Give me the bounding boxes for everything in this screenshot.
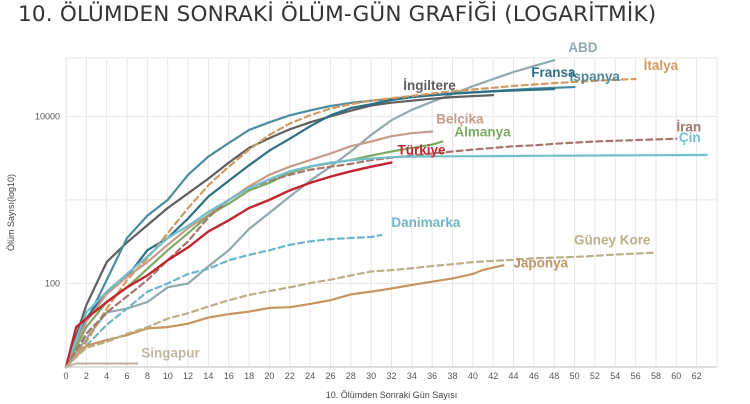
series-label-8: Çin (679, 130, 701, 145)
x-tick-label: 56 (631, 371, 641, 381)
series-label-6: Almanya (454, 125, 511, 140)
x-tick-label: 54 (610, 371, 620, 381)
x-tick-label: 16 (224, 371, 234, 381)
y-tick-label: 10000 (35, 111, 60, 121)
x-tick-label: 42 (488, 371, 498, 381)
y-axis-label: Ölüm Sayısı(log10) (6, 174, 16, 251)
series-lines (64, 59, 708, 369)
x-tick-label: 20 (264, 371, 274, 381)
x-tick-label: 40 (468, 371, 478, 381)
x-tick-label: 44 (509, 371, 519, 381)
x-tick-label: 12 (183, 371, 193, 381)
y-tick-label: 100 (45, 278, 60, 288)
x-tick-label: 18 (244, 371, 254, 381)
x-tick-label: 34 (407, 371, 417, 381)
series-label-3: Fransa (531, 65, 576, 80)
y-tick-labels: 100 10000 (35, 111, 60, 288)
series-line-5 (64, 130, 434, 369)
x-tick-label: 8 (145, 371, 150, 381)
series-line-12 (64, 251, 658, 369)
series-line-4 (64, 77, 637, 369)
x-tick-label: 24 (305, 371, 315, 381)
x-tick-label: 26 (325, 371, 335, 381)
series-line-11 (64, 264, 505, 369)
x-tick-label: 38 (448, 371, 458, 381)
series-line-1 (64, 94, 495, 369)
series-line-3 (64, 87, 556, 369)
x-tick-label: 14 (203, 371, 213, 381)
series-label-10: Danimarka (391, 215, 461, 230)
series-label-0: ABD (568, 40, 597, 55)
series-label-13: Singapur (141, 346, 200, 361)
x-axis-label: 10. Ölümden Sonraki Gün Sayısı (326, 390, 458, 400)
series-line-13 (64, 362, 139, 369)
x-tick-label: 2 (84, 371, 89, 381)
series-line-0 (64, 59, 556, 369)
x-tick-label: 32 (386, 371, 396, 381)
series-label-11: Japonya (513, 255, 568, 270)
series-line-9 (64, 161, 393, 369)
x-tick-label: 58 (651, 371, 661, 381)
x-tick-label: 6 (125, 371, 130, 381)
x-tick-label: 36 (427, 371, 437, 381)
series-label-7: İran (676, 120, 701, 135)
chart-title: 10. ÖLÜMDEN SONRAKİ ÖLÜM-GÜN GRAFİĞİ (LO… (18, 2, 657, 27)
series-label-2: İspanya (570, 69, 621, 84)
series-line-7 (64, 137, 678, 369)
x-tick-label: 0 (63, 371, 68, 381)
series-line-10 (64, 233, 383, 369)
x-tick-label: 4 (104, 371, 109, 381)
x-tick-label: 62 (692, 371, 702, 381)
x-tick-label: 28 (346, 371, 356, 381)
x-tick-label: 52 (590, 371, 600, 381)
x-tick-label: 46 (529, 371, 539, 381)
series-label-12: Güney Kore (574, 233, 651, 248)
x-tick-labels: 0 2 4 6 8 10 12 14 16 18 20 22 24 26 28 30 32 34 36 38 40 42 4… (63, 371, 701, 381)
x-tick-label: 50 (570, 371, 580, 381)
x-tick-label: 30 (366, 371, 376, 381)
x-tick-label: 10 (163, 371, 173, 381)
series-line-8 (64, 153, 708, 369)
x-tick-label: 48 (549, 371, 559, 381)
x-tick-label: 22 (285, 371, 295, 381)
series-label-5: Belçika (436, 111, 484, 126)
series-label-1: İngiltere (403, 78, 456, 93)
x-tick-label: 60 (671, 371, 681, 381)
grid (65, 57, 718, 368)
series-label-9: Türkiye (398, 143, 447, 158)
series-label-4: İtalya (644, 58, 679, 73)
